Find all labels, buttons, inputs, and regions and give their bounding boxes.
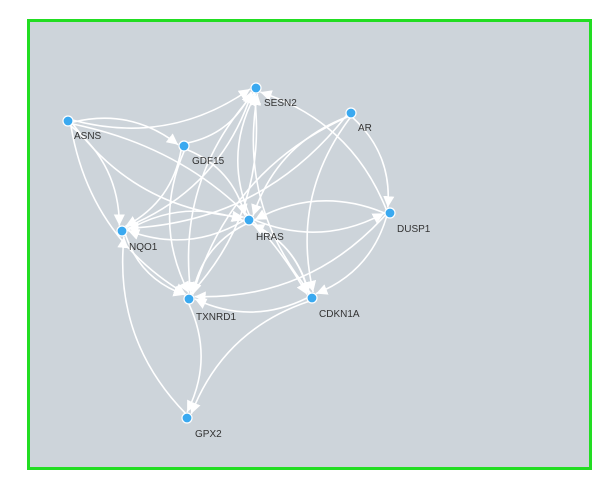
node-gpx2[interactable]: GPX2: [181, 412, 222, 440]
node-nqo1[interactable]: NQO1: [116, 225, 158, 253]
node-asns[interactable]: ASNS: [62, 115, 102, 142]
node-hras[interactable]: HRAS: [243, 214, 284, 243]
edge-asns-to-sesn2: [72, 88, 251, 129]
edge-dusp1-to-hras: [254, 200, 386, 221]
node-label: SESN2: [264, 98, 297, 109]
edge-asns-to-nqo1: [69, 124, 125, 226]
node-circle[interactable]: [183, 293, 195, 305]
node-label: NQO1: [129, 242, 158, 253]
node-gdf15[interactable]: GDF15: [178, 140, 225, 167]
edge-dusp1-to-sesn2: [260, 90, 388, 210]
edge-nqo1-to-hras: [126, 210, 244, 232]
node-label: DUSP1: [397, 224, 431, 235]
edge-sesn2-to-txnrd1: [183, 92, 256, 294]
edge-ar-to-dusp1: [352, 117, 395, 208]
node-label: ASNS: [74, 131, 102, 142]
edge-gdf15-to-hras: [186, 149, 248, 216]
edge-dusp1-to-cdkn1a: [315, 216, 388, 295]
node-circle[interactable]: [243, 214, 255, 226]
edge-hras-to-sesn2: [237, 93, 257, 216]
node-label: TXNRD1: [196, 312, 236, 323]
edge-nqo1-to-sesn2: [125, 92, 254, 229]
edge-cdkn1a-to-sesn2: [250, 93, 312, 294]
node-ar[interactable]: AR: [345, 107, 372, 134]
node-label: GPX2: [195, 429, 222, 440]
node-cdkn1a[interactable]: CDKN1A: [306, 292, 360, 320]
edge-asns-to-txnrd1: [70, 124, 187, 295]
edge-asns-to-cdkn1a: [71, 123, 308, 295]
nodes-layer: ASNS SESN2 AR GDF15 DUSP1 HRAS NQO1 TXNRD1 CDKN1…: [62, 82, 431, 440]
edge-hras-to-nqo1: [127, 219, 245, 241]
edge-nqo1-to-txnrd1: [124, 234, 186, 297]
edge-gpx2-to-nqo1: [117, 236, 186, 414]
node-label: CDKN1A: [319, 309, 360, 320]
node-label: HRAS: [256, 232, 284, 243]
graph-background: [30, 22, 589, 467]
graph-panel: [27, 19, 592, 470]
node-circle[interactable]: [62, 115, 74, 127]
node-label: GDF15: [192, 156, 225, 167]
node-dusp1[interactable]: DUSP1: [384, 207, 431, 235]
node-label: AR: [358, 123, 372, 134]
edge-cdkn1a-to-hras: [252, 223, 310, 295]
edge-txnrd1-to-gpx2: [186, 303, 202, 413]
node-circle[interactable]: [250, 82, 262, 94]
edge-gdf15-to-nqo1: [125, 149, 182, 227]
edge-ar-to-nqo1: [127, 114, 348, 234]
node-sesn2[interactable]: SESN2: [250, 82, 297, 109]
node-circle[interactable]: [345, 107, 357, 119]
edges-layer: [69, 88, 395, 415]
node-circle[interactable]: [178, 140, 190, 152]
edge-txnrd1-to-sesn2: [189, 93, 262, 295]
edge-gdf15-to-txnrd1: [168, 150, 190, 294]
node-circle[interactable]: [181, 412, 193, 424]
edge-cdkn1a-to-gpx2: [190, 300, 309, 415]
node-txnrd1[interactable]: TXNRD1: [183, 293, 236, 323]
edge-cdkn1a-to-txnrd1: [194, 297, 308, 313]
node-circle[interactable]: [116, 225, 128, 237]
edge-asns-to-gdf15: [72, 117, 179, 146]
node-circle[interactable]: [306, 292, 318, 304]
node-circle[interactable]: [384, 207, 396, 219]
